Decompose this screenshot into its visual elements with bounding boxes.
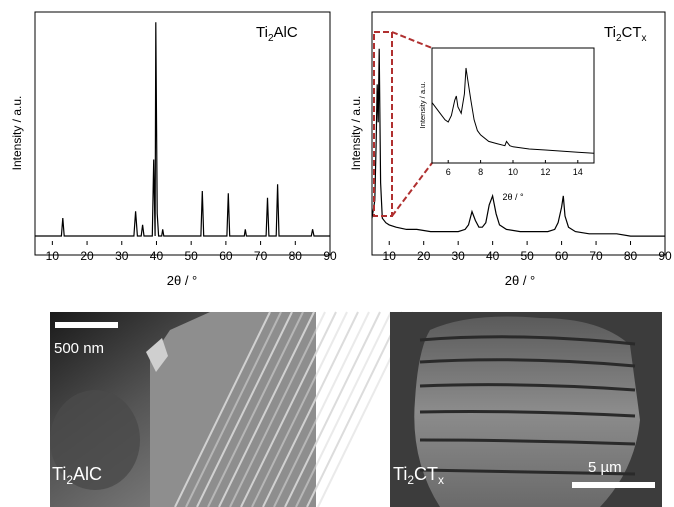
plot-frame-b bbox=[371, 11, 666, 256]
sem-left-flake bbox=[146, 338, 168, 372]
inset-frame bbox=[431, 47, 595, 164]
sem-right-layer bbox=[419, 335, 636, 346]
sem-left-striation bbox=[218, 311, 315, 507]
sem-left-striation bbox=[240, 311, 337, 507]
x-tick-label: 40 bbox=[486, 249, 500, 263]
x-tick-label: 6 bbox=[446, 167, 451, 177]
sem-right-label-mid: CT bbox=[414, 464, 438, 484]
xrd-trace-ti2ctx bbox=[372, 48, 665, 237]
sem-left-label-sub: 2 bbox=[66, 473, 73, 487]
sem-left-scale-text: 500 nm bbox=[54, 340, 104, 357]
xrd-trace-ti2alc bbox=[35, 22, 330, 237]
sem-left-striation bbox=[207, 311, 304, 507]
sem-right-label-sub: 2 bbox=[407, 473, 414, 487]
sem-right-layer bbox=[419, 358, 636, 368]
sem-right-label-sub2: x bbox=[438, 473, 444, 487]
sem-right-scale-bar bbox=[572, 482, 655, 488]
y-axis-label-a: Intensity / a.u. bbox=[10, 96, 24, 171]
sem-left-striation bbox=[284, 311, 381, 507]
sem-left-label-suffix: AlC bbox=[73, 464, 102, 484]
sem-left-sample-label: Ti2AlC bbox=[52, 464, 102, 487]
x-axis-label-inset: 2θ / ° bbox=[502, 192, 524, 202]
x-tick-label: 12 bbox=[540, 167, 550, 177]
zoom-connector-top bbox=[391, 31, 433, 49]
sem-left-striation bbox=[273, 311, 370, 507]
x-tick-label: 20 bbox=[80, 249, 94, 263]
sem-right-layer bbox=[419, 383, 636, 392]
x-tick-label: 80 bbox=[289, 249, 303, 263]
x-tick-label: 40 bbox=[150, 249, 164, 263]
x-axis-label-b: 2θ / ° bbox=[505, 273, 536, 288]
sample-label-a: Ti2AlC bbox=[256, 24, 298, 44]
sample-label-b-mid: CT bbox=[622, 24, 642, 41]
x-tick-label: 50 bbox=[520, 249, 534, 263]
x-ticks-a: 10 20 30 40 50 60 70 80 90 bbox=[46, 241, 337, 263]
sem-right-label-prefix: Ti bbox=[393, 464, 407, 484]
x-ticks-inset: 6 8 10 12 14 bbox=[446, 160, 583, 177]
sem-left-striation bbox=[229, 311, 326, 507]
x-tick-label: 70 bbox=[589, 249, 603, 263]
x-tick-label: 14 bbox=[573, 167, 583, 177]
sample-label-b-sub: 2 bbox=[616, 33, 622, 44]
sem-left-scale-bar bbox=[55, 322, 118, 328]
sample-label-a-sub: 2 bbox=[268, 33, 274, 44]
sem-left-striation bbox=[262, 311, 359, 507]
sem-right-layer bbox=[419, 438, 636, 446]
xrd-inset-ti2ctx: 6 8 10 12 14 2θ / ° Intensity / a.u. bbox=[418, 47, 595, 202]
sem-left-striation bbox=[251, 311, 348, 507]
sem-left-striation bbox=[196, 311, 293, 507]
x-tick-label: 60 bbox=[219, 249, 233, 263]
x-tick-label: 10 bbox=[383, 249, 397, 263]
plot-frame-a bbox=[34, 11, 331, 256]
y-axis-label-b: Intensity / a.u. bbox=[349, 96, 363, 171]
x-tick-label: 10 bbox=[508, 167, 518, 177]
sample-label-b-sub2: x bbox=[642, 33, 647, 44]
x-tick-label: 30 bbox=[451, 249, 465, 263]
sample-label-b: Ti2CTx bbox=[604, 24, 647, 44]
sem-left-striations bbox=[174, 311, 414, 507]
x-tick-label: 10 bbox=[46, 249, 60, 263]
x-tick-label: 90 bbox=[323, 249, 337, 263]
sem-image-ti2alc: 500 nm Ti2AlC bbox=[50, 311, 414, 507]
x-tick-label: 50 bbox=[184, 249, 198, 263]
sem-left-label-prefix: Ti bbox=[52, 464, 66, 484]
x-tick-label: 90 bbox=[658, 249, 672, 263]
sem-right-scale-text: 5 µm bbox=[588, 459, 622, 476]
x-tick-label: 70 bbox=[254, 249, 268, 263]
sem-image-ti2ctx: 5 µm Ti2CTx bbox=[390, 312, 662, 507]
y-axis-label-inset: Intensity / a.u. bbox=[418, 82, 427, 129]
x-tick-label: 30 bbox=[115, 249, 129, 263]
sample-label-a-prefix: Ti bbox=[256, 24, 268, 41]
x-tick-label: 80 bbox=[624, 249, 638, 263]
sem-left-dark-region bbox=[50, 390, 140, 490]
zoom-region-box bbox=[373, 31, 393, 217]
sem-right-sample-label: Ti2CTx bbox=[393, 464, 444, 487]
x-tick-label: 20 bbox=[417, 249, 431, 263]
sample-label-b-prefix: Ti bbox=[604, 24, 616, 41]
x-ticks-b: 10 20 30 40 50 60 70 80 90 bbox=[383, 241, 672, 263]
x-axis-label-a: 2θ / ° bbox=[167, 273, 198, 288]
sample-label-a-suffix: AlC bbox=[274, 24, 298, 41]
sem-left-striation bbox=[306, 311, 403, 507]
sem-left-striation bbox=[174, 311, 271, 507]
xrd-chart-ti2alc: 10 20 30 40 50 60 70 80 90 Ti2AlC 2θ / ° Intensi… bbox=[10, 11, 337, 288]
sem-right-layers bbox=[419, 335, 636, 476]
xrd-trace-inset bbox=[432, 67, 594, 154]
sem-left-striation bbox=[185, 311, 282, 507]
sem-left-striation bbox=[295, 311, 392, 507]
sem-right-layer bbox=[419, 410, 636, 418]
x-tick-label: 8 bbox=[478, 167, 483, 177]
x-tick-label: 60 bbox=[555, 249, 569, 263]
sem-right-layer bbox=[419, 468, 636, 476]
zoom-connector-bottom bbox=[391, 162, 433, 217]
xrd-chart-ti2ctx: 10 20 30 40 50 60 70 80 90 Ti2CTx 2θ / ° Intensi… bbox=[349, 11, 672, 288]
